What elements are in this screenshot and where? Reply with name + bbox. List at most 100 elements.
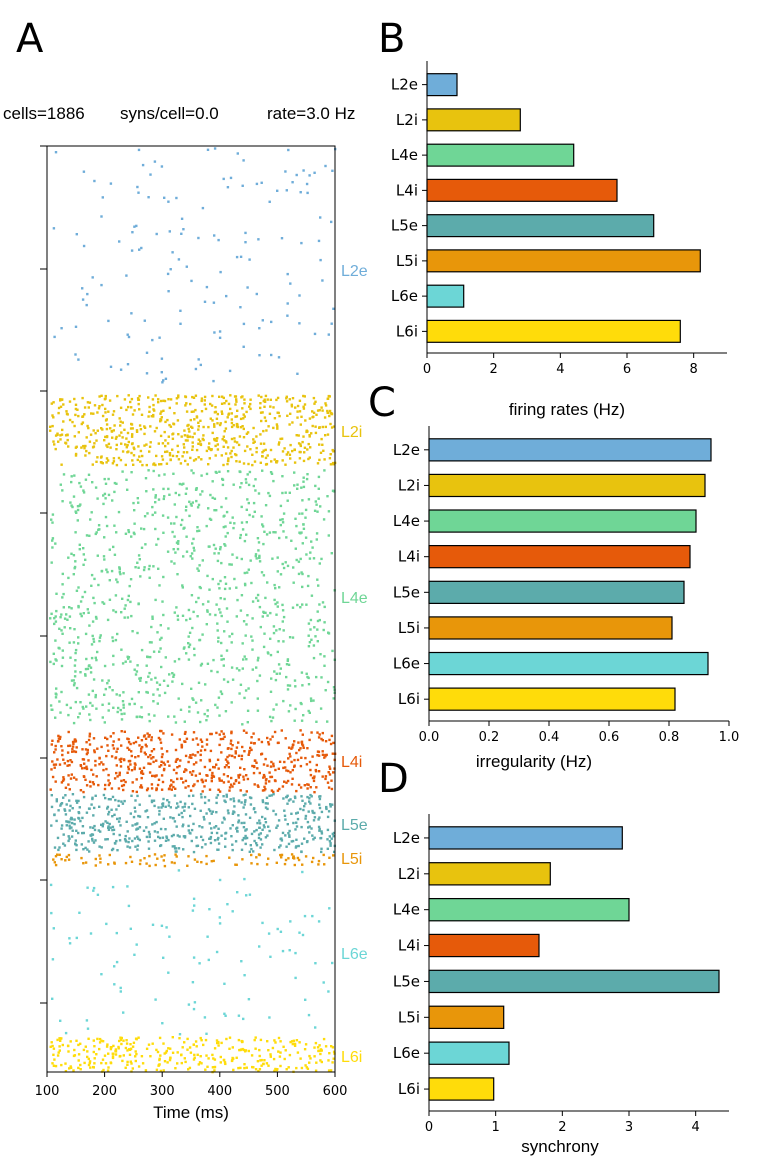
spike-dot	[131, 1045, 135, 1048]
spike-dot	[226, 775, 229, 778]
spike-dot	[213, 1069, 216, 1072]
spike-dot	[113, 841, 117, 845]
spike-dot	[304, 1064, 307, 1067]
spike-dot	[162, 797, 165, 801]
spike-dot	[181, 614, 185, 617]
spike-dot	[68, 937, 71, 940]
spike-dot	[319, 1049, 322, 1052]
spike-dot	[312, 557, 316, 560]
bar-l6i	[426, 319, 681, 343]
spike-dot	[137, 402, 140, 406]
spike-dot	[247, 483, 251, 487]
spike-dot	[126, 488, 129, 491]
spike-dot	[103, 1054, 107, 1057]
spike-dot	[186, 434, 189, 437]
spike-dot	[148, 576, 151, 579]
spike-dot	[290, 853, 294, 856]
spike-dot	[104, 820, 107, 823]
spike-dot	[143, 566, 146, 569]
spike-dot	[124, 532, 128, 535]
spike-dot	[266, 614, 269, 617]
spike-dot	[152, 650, 156, 653]
spike-dot	[146, 691, 149, 694]
spike-dot	[276, 556, 279, 559]
spike-dot	[314, 500, 317, 503]
spike-dot	[69, 777, 73, 780]
spike-dot	[295, 558, 298, 562]
spike-dot	[84, 667, 88, 671]
spike-dot	[160, 729, 163, 733]
spike-dot	[61, 779, 65, 782]
spike-dot	[329, 422, 332, 426]
spike-dot	[66, 618, 69, 621]
spike-dot	[322, 449, 325, 452]
spike-dot	[62, 592, 65, 596]
spike-dot	[65, 855, 68, 859]
raster-spikes-l4e	[49, 469, 336, 726]
spike-dot	[253, 783, 256, 786]
spike-dot	[87, 738, 91, 742]
spike-dot	[84, 558, 87, 561]
spike-dot	[175, 806, 178, 810]
spike-dot	[270, 775, 274, 779]
spike-dot	[187, 829, 190, 832]
spike-dot	[203, 395, 207, 399]
spike-dot	[73, 675, 77, 678]
spike-dot	[101, 1058, 105, 1061]
spike-dot	[199, 664, 203, 667]
raster-x-tick-label: 600	[323, 1084, 348, 1099]
spike-dot	[100, 1061, 103, 1065]
spike-dot	[74, 510, 77, 513]
spike-dot	[202, 815, 205, 819]
spike-dot	[280, 837, 283, 840]
spike-dot	[261, 319, 264, 322]
spike-dot	[113, 490, 116, 494]
spike-dot	[178, 482, 182, 486]
spike-dot	[249, 398, 252, 401]
spike-dot	[125, 1042, 129, 1045]
spike-dot	[172, 423, 176, 426]
spike-dot	[302, 459, 306, 463]
spike-dot	[193, 904, 196, 907]
spike-dot	[168, 454, 172, 457]
spike-dot	[246, 614, 249, 617]
spike-dot	[164, 450, 167, 454]
spike-dot	[228, 587, 231, 590]
spike-dot	[205, 449, 209, 453]
spike-dot	[269, 690, 273, 693]
spike-dot	[321, 750, 324, 753]
spike-dot	[295, 1066, 298, 1070]
spike-dot	[104, 838, 107, 841]
raster-label-l2e: L2e	[341, 263, 368, 280]
spike-dot	[289, 282, 292, 285]
header-syns: syns/cell=0.0	[120, 104, 219, 123]
spike-dot	[173, 715, 176, 718]
spike-dot	[213, 766, 216, 769]
spike-dot	[275, 672, 278, 675]
spike-dot	[62, 758, 65, 761]
spike-dot	[240, 396, 243, 399]
spike-dot	[314, 962, 317, 965]
spike-dot	[317, 770, 321, 773]
spike-dot	[174, 787, 177, 790]
spike-dot	[223, 799, 226, 802]
spike-dot	[192, 956, 196, 959]
spike-dot	[227, 459, 230, 463]
spike-dot	[155, 454, 158, 458]
spike-dot	[96, 411, 99, 414]
spike-dot	[251, 453, 254, 456]
spike-dot	[307, 574, 310, 578]
spike-dot	[70, 552, 73, 555]
spike-dot	[183, 1057, 186, 1060]
spike-dot	[150, 783, 154, 786]
spike-dot	[84, 1045, 87, 1048]
spike-dot	[92, 1050, 95, 1054]
spike-dot	[58, 1045, 61, 1048]
spike-dot	[162, 613, 165, 617]
spike-dot	[161, 1022, 164, 1025]
spike-dot	[74, 353, 77, 356]
spike-dot	[55, 800, 58, 803]
spike-dot	[107, 749, 110, 752]
spike-dot	[266, 1040, 269, 1043]
bar-l5i	[426, 249, 701, 273]
